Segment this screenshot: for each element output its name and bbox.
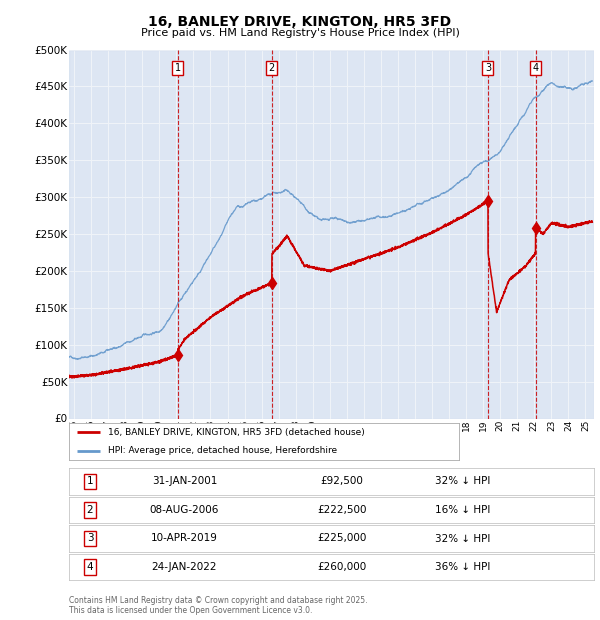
Text: 4: 4 bbox=[532, 63, 539, 73]
Bar bbox=[178, 50, 272, 419]
Text: 16, BANLEY DRIVE, KINGTON, HR5 3FD (detached house): 16, BANLEY DRIVE, KINGTON, HR5 3FD (deta… bbox=[108, 428, 365, 436]
Text: 3: 3 bbox=[485, 63, 491, 73]
Text: £222,500: £222,500 bbox=[317, 505, 367, 515]
Text: 16, BANLEY DRIVE, KINGTON, HR5 3FD: 16, BANLEY DRIVE, KINGTON, HR5 3FD bbox=[148, 16, 452, 30]
Text: 3: 3 bbox=[86, 533, 94, 544]
Text: 2: 2 bbox=[269, 63, 275, 73]
Text: 1: 1 bbox=[86, 476, 94, 487]
Text: 2: 2 bbox=[86, 505, 94, 515]
Bar bbox=[488, 50, 536, 419]
Bar bbox=[69, 50, 178, 419]
Text: £92,500: £92,500 bbox=[320, 476, 364, 487]
Text: 10-APR-2019: 10-APR-2019 bbox=[151, 533, 218, 544]
Text: 4: 4 bbox=[86, 562, 94, 572]
Text: Price paid vs. HM Land Registry's House Price Index (HPI): Price paid vs. HM Land Registry's House … bbox=[140, 28, 460, 38]
Bar bbox=[536, 50, 594, 419]
Text: 36% ↓ HPI: 36% ↓ HPI bbox=[435, 562, 490, 572]
Text: 08-AUG-2006: 08-AUG-2006 bbox=[150, 505, 219, 515]
Text: Contains HM Land Registry data © Crown copyright and database right 2025.
This d: Contains HM Land Registry data © Crown c… bbox=[69, 596, 367, 615]
Text: HPI: Average price, detached house, Herefordshire: HPI: Average price, detached house, Here… bbox=[108, 446, 337, 455]
Text: 1: 1 bbox=[175, 63, 181, 73]
Text: 16% ↓ HPI: 16% ↓ HPI bbox=[435, 505, 490, 515]
Text: 32% ↓ HPI: 32% ↓ HPI bbox=[435, 476, 490, 487]
Text: 24-JAN-2022: 24-JAN-2022 bbox=[152, 562, 217, 572]
Bar bbox=[272, 50, 488, 419]
Text: 31-JAN-2001: 31-JAN-2001 bbox=[152, 476, 217, 487]
Text: 32% ↓ HPI: 32% ↓ HPI bbox=[435, 533, 490, 544]
Text: £260,000: £260,000 bbox=[317, 562, 367, 572]
Text: £225,000: £225,000 bbox=[317, 533, 367, 544]
